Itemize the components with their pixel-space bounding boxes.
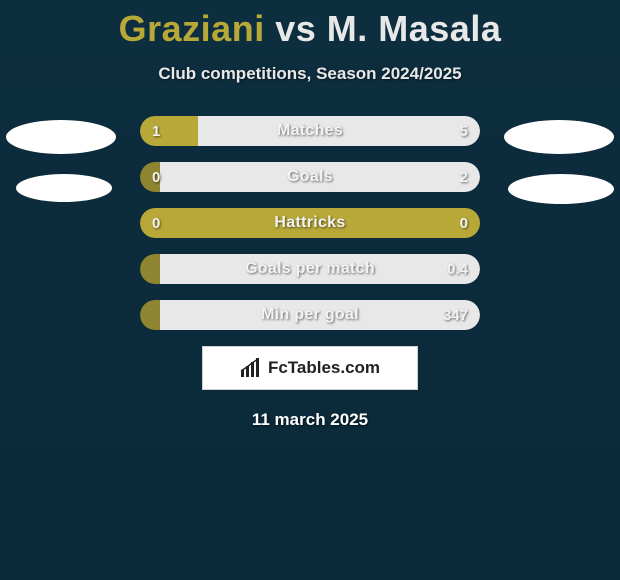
stat-value-right: 347 (443, 300, 468, 330)
stat-label: Hattricks (140, 208, 480, 238)
brand-text: FcTables.com (268, 358, 380, 378)
stat-label: Goals (140, 162, 480, 192)
bar-chart-icon (240, 358, 262, 378)
comparison-title: Graziani vs M. Masala (0, 0, 620, 50)
player2-name: M. Masala (327, 8, 502, 49)
player1-badge-placeholder-1 (6, 120, 116, 154)
player2-badge-placeholder-2 (508, 174, 614, 204)
brand-box: FcTables.com (202, 346, 418, 390)
stat-row: Min per goal347 (140, 300, 480, 330)
player1-badge-placeholder-2 (16, 174, 112, 202)
stat-row: Hattricks0 0 (140, 208, 480, 238)
stat-value-right: 5 (460, 116, 468, 146)
stat-value-right: 0 (460, 208, 468, 238)
vs-separator: vs (275, 8, 316, 49)
stat-rows: Matches15Goals02Hattricks00Goals per mat… (140, 116, 480, 330)
stat-label: Min per goal (140, 300, 480, 330)
stat-value-left: 0 (152, 208, 160, 238)
stat-row: Goals0 2 (140, 162, 480, 192)
stat-label: Matches (140, 116, 480, 146)
subtitle: Club competitions, Season 2024/2025 (0, 64, 620, 84)
stat-value-right: 2 (460, 162, 468, 192)
stat-value-right: 0.4 (447, 254, 468, 284)
player2-badge-placeholder-1 (504, 120, 614, 154)
stat-label: Goals per match (140, 254, 480, 284)
stat-value-left: 1 (152, 116, 160, 146)
player1-name: Graziani (119, 8, 265, 49)
stat-value-left: 0 (152, 162, 160, 192)
stat-row: Goals per match0.4 (140, 254, 480, 284)
stat-row: Matches1 5 (140, 116, 480, 146)
date-text: 11 march 2025 (0, 410, 620, 430)
